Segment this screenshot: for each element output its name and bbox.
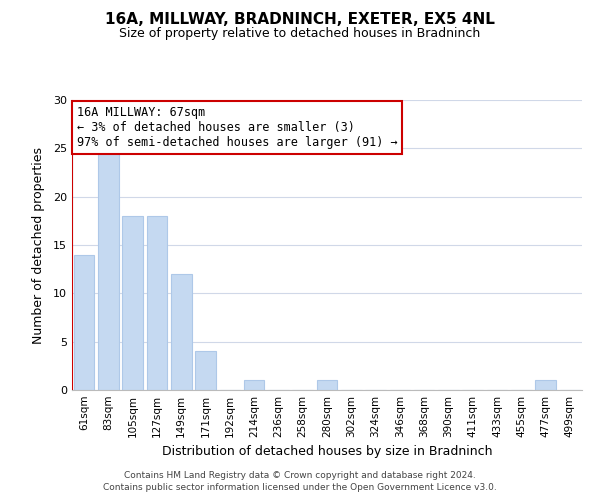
Bar [195, 352, 216, 390]
Text: Size of property relative to detached houses in Bradninch: Size of property relative to detached ho… [119, 28, 481, 40]
Y-axis label: Number of detached properties: Number of detached properties [32, 146, 44, 344]
Bar [535, 380, 556, 390]
Text: 16A MILLWAY: 67sqm
← 3% of detached houses are smaller (3)
97% of semi-detached : 16A MILLWAY: 67sqm ← 3% of detached hous… [77, 106, 398, 149]
Bar [98, 148, 119, 390]
Text: Contains public sector information licensed under the Open Government Licence v3: Contains public sector information licen… [103, 484, 497, 492]
Bar [171, 274, 191, 390]
Text: Contains HM Land Registry data © Crown copyright and database right 2024.: Contains HM Land Registry data © Crown c… [124, 471, 476, 480]
X-axis label: Distribution of detached houses by size in Bradninch: Distribution of detached houses by size … [162, 446, 492, 458]
Bar [317, 380, 337, 390]
Bar [74, 254, 94, 390]
Bar [244, 380, 265, 390]
Text: 16A, MILLWAY, BRADNINCH, EXETER, EX5 4NL: 16A, MILLWAY, BRADNINCH, EXETER, EX5 4NL [105, 12, 495, 28]
Bar [146, 216, 167, 390]
Bar [122, 216, 143, 390]
